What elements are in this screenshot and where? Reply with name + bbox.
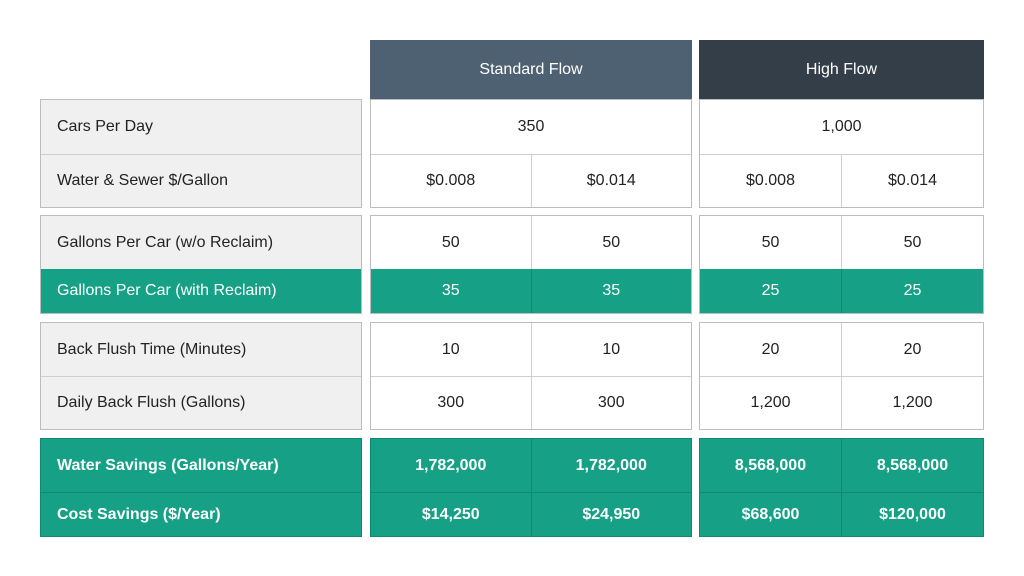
- high-gallons-with-1: 25: [761, 282, 780, 299]
- std-daily-backflush-2: 300: [530, 377, 692, 429]
- std-cost-savings-1: $14,250: [421, 505, 480, 523]
- label-group-3: Back Flush Time (Minutes) Daily Back Flu…: [40, 322, 362, 430]
- high-group-4: 8,568,000 8,568,000 $68,600 $120,000: [699, 438, 984, 537]
- label-backflush-time: Back Flush Time (Minutes): [57, 340, 247, 358]
- std-backflush-time-2: 10: [530, 323, 692, 376]
- std-cost-savings-2: $24,950: [530, 493, 692, 536]
- label-water-sewer: Water & Sewer $/Gallon: [57, 172, 229, 189]
- high-group-1: 1,000 $0.008 $0.014: [699, 99, 984, 208]
- std-gallons-with-2: 35: [530, 269, 692, 313]
- std-backflush-time-1: 10: [441, 340, 460, 358]
- high-water-savings-1: 8,568,000: [734, 456, 807, 474]
- std-water-sewer-1: $0.008: [426, 172, 476, 189]
- standard-group-2: 50 50 35 35: [370, 215, 692, 314]
- high-backflush-time-2: 20: [841, 323, 983, 376]
- high-water-sewer-2: $0.014: [841, 155, 983, 207]
- high-daily-backflush-2: 1,200: [841, 377, 983, 429]
- label-cost-savings: Cost Savings ($/Year): [57, 505, 221, 523]
- std-daily-backflush-1: 300: [437, 394, 465, 411]
- label-daily-backflush: Daily Back Flush (Gallons): [57, 394, 246, 411]
- high-group-3: 20 20 1,200 1,200: [699, 322, 984, 430]
- high-group-2: 50 50 25 25: [699, 215, 984, 314]
- std-water-savings-1: 1,782,000: [415, 456, 487, 474]
- label-gallons-wo-reclaim: Gallons Per Car (w/o Reclaim): [57, 233, 274, 251]
- standard-group-1: 350 $0.008 $0.014: [370, 99, 692, 208]
- standard-flow-header: Standard Flow: [370, 40, 692, 99]
- high-backflush-time-1: 20: [761, 340, 780, 358]
- high-cost-savings-2: $120,000: [841, 493, 983, 536]
- high-daily-backflush-1: 1,200: [750, 394, 791, 411]
- standard-group-3: 10 10 300 300: [370, 322, 692, 430]
- high-gallons-with-2: 25: [841, 269, 983, 313]
- label-cars-per-day: Cars Per Day: [57, 118, 154, 135]
- high-water-sewer-1: $0.008: [746, 172, 795, 189]
- std-water-savings-2: 1,782,000: [530, 439, 692, 492]
- standard-group-4: 1,782,000 1,782,000 $14,250 $24,950: [370, 438, 692, 537]
- label-group-1: Cars Per Day Water & Sewer $/Gallon: [40, 99, 362, 208]
- std-water-sewer-2: $0.014: [530, 155, 692, 207]
- high-gallons-wo-2: 50: [841, 216, 983, 269]
- high-cost-savings-1: $68,600: [741, 505, 800, 523]
- label-group-2: Gallons Per Car (w/o Reclaim) Gallons Pe…: [40, 215, 362, 314]
- high-gallons-wo-1: 50: [761, 233, 780, 251]
- label-group-4: Water Savings (Gallons/Year) Cost Saving…: [40, 438, 362, 537]
- std-gallons-with-1: 35: [441, 282, 460, 299]
- high-flow-header: High Flow: [699, 40, 984, 99]
- high-water-savings-2: 8,568,000: [841, 439, 983, 492]
- std-gallons-wo-2: 50: [530, 216, 692, 269]
- label-water-savings: Water Savings (Gallons/Year): [57, 456, 279, 474]
- label-gallons-with-reclaim: Gallons Per Car (with Reclaim): [57, 282, 277, 299]
- high-cars-per-day: 1,000: [821, 118, 862, 135]
- std-gallons-wo-1: 50: [441, 233, 460, 251]
- std-cars-per-day: 350: [517, 118, 545, 135]
